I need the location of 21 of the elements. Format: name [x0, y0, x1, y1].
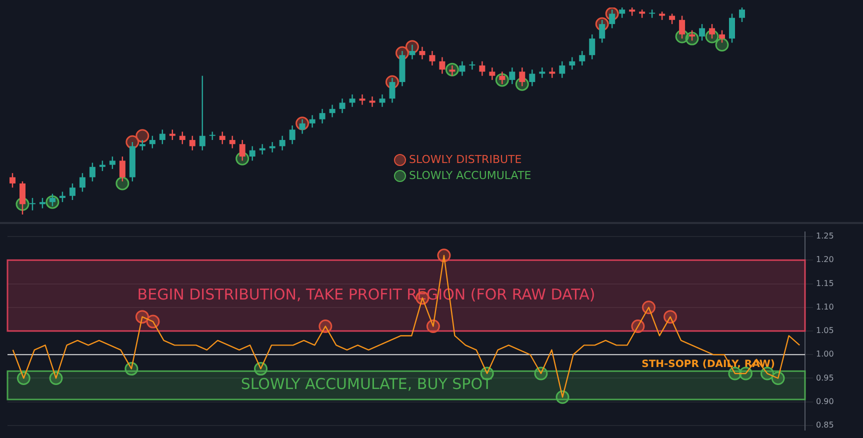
- y-tick-label: 0.95: [816, 373, 834, 382]
- point: [136, 129, 150, 143]
- legend-label: SLOWLY ACCUMULATE: [409, 169, 532, 182]
- y-tick-label: 0.85: [816, 420, 834, 430]
- candlestick: [369, 96, 376, 107]
- y-tick-label: 1.20: [816, 255, 834, 264]
- candlestick: [359, 94, 366, 105]
- y-tick-label: 1.00: [816, 350, 834, 359]
- candlestick: [449, 65, 456, 76]
- candlestick: [269, 142, 276, 152]
- y-tick-label: 1.25: [816, 232, 834, 241]
- point: [116, 176, 130, 190]
- y-tick-label: 1.10: [816, 302, 834, 312]
- y-tick-label: 1.05: [816, 326, 834, 336]
- candlestick: [259, 144, 266, 154]
- candlestick: [409, 44, 416, 60]
- candlestick: [469, 61, 476, 70]
- point: [715, 38, 729, 52]
- y-tick-label: 1.15: [816, 278, 834, 288]
- legend-label: SLOWLY DISTRIBUTE: [409, 153, 522, 166]
- y-tick-label: 0.90: [816, 396, 834, 406]
